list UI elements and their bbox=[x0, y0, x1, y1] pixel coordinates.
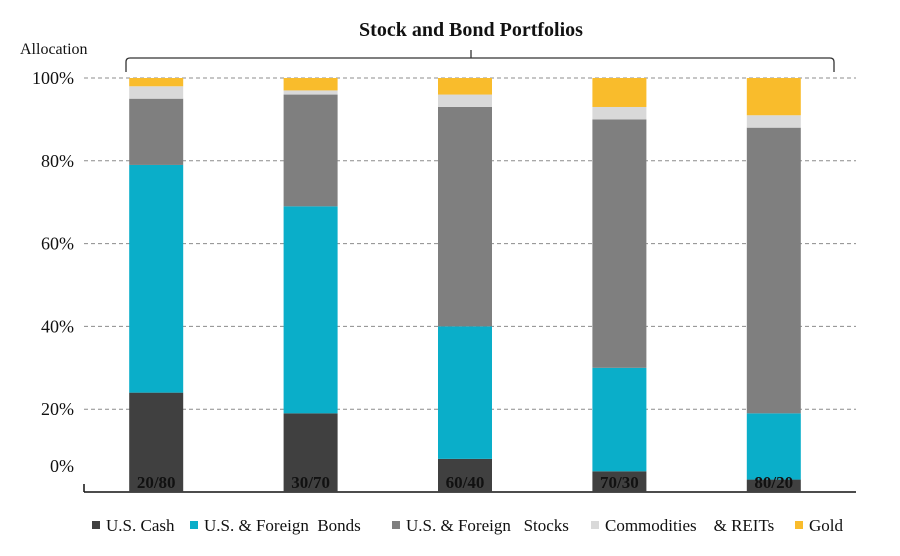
y-axis-label: Allocation bbox=[20, 41, 88, 58]
category-label: 20/80 bbox=[137, 473, 176, 492]
bar-segment bbox=[283, 78, 338, 91]
bar-segment bbox=[438, 326, 492, 459]
bar-segment bbox=[746, 479, 801, 492]
bar-segment bbox=[129, 98, 184, 165]
category-label: 60/40 bbox=[446, 473, 485, 492]
title-bracket bbox=[125, 50, 835, 72]
bar-segment bbox=[438, 78, 492, 95]
bar-segment bbox=[592, 367, 647, 472]
legend-label: U.S. Cash bbox=[106, 516, 175, 535]
category-label: 30/70 bbox=[291, 473, 330, 492]
bar-segment bbox=[592, 471, 647, 492]
legend-swatch bbox=[92, 521, 100, 529]
bar-segment bbox=[438, 458, 492, 492]
y-tick-label: 80% bbox=[41, 151, 74, 171]
bar-segment bbox=[438, 94, 492, 107]
legend-swatch bbox=[392, 521, 400, 529]
bar-segment bbox=[746, 115, 801, 128]
legend-label: U.S. & Foreign Stocks bbox=[406, 516, 569, 535]
y-tick-label: 20% bbox=[41, 399, 74, 419]
bar-segment bbox=[746, 78, 801, 116]
bar-segment bbox=[438, 106, 492, 327]
bar-segment bbox=[746, 127, 801, 414]
category-label: 80/20 bbox=[754, 473, 793, 492]
bar-segment bbox=[129, 78, 184, 87]
bar-segment bbox=[283, 90, 338, 95]
legend-swatch bbox=[795, 521, 803, 529]
legend-label: Commodities & REITs bbox=[605, 516, 774, 535]
bar-segment bbox=[129, 164, 184, 393]
bar-segment bbox=[592, 119, 647, 368]
category-label: 70/30 bbox=[600, 473, 639, 492]
bar-segment bbox=[129, 86, 184, 99]
bar-segment bbox=[283, 94, 338, 207]
bar-segment bbox=[592, 78, 647, 107]
legend-label: Gold bbox=[809, 516, 844, 535]
legend-label: U.S. & Foreign Bonds bbox=[204, 516, 361, 535]
y-tick-label: 100% bbox=[32, 68, 74, 88]
bar-segment bbox=[592, 106, 647, 120]
bar-segment bbox=[283, 413, 338, 492]
y-tick-label: 40% bbox=[41, 316, 74, 336]
bar-segment bbox=[129, 392, 184, 492]
chart-title: Stock and Bond Portfolios bbox=[359, 19, 583, 41]
legend-swatch bbox=[591, 521, 599, 529]
bar-segment bbox=[746, 413, 801, 480]
legend-swatch bbox=[190, 521, 198, 529]
bar-segment bbox=[283, 206, 338, 414]
y-tick-label: 60% bbox=[41, 234, 74, 254]
y-tick-label: 0% bbox=[50, 456, 74, 476]
